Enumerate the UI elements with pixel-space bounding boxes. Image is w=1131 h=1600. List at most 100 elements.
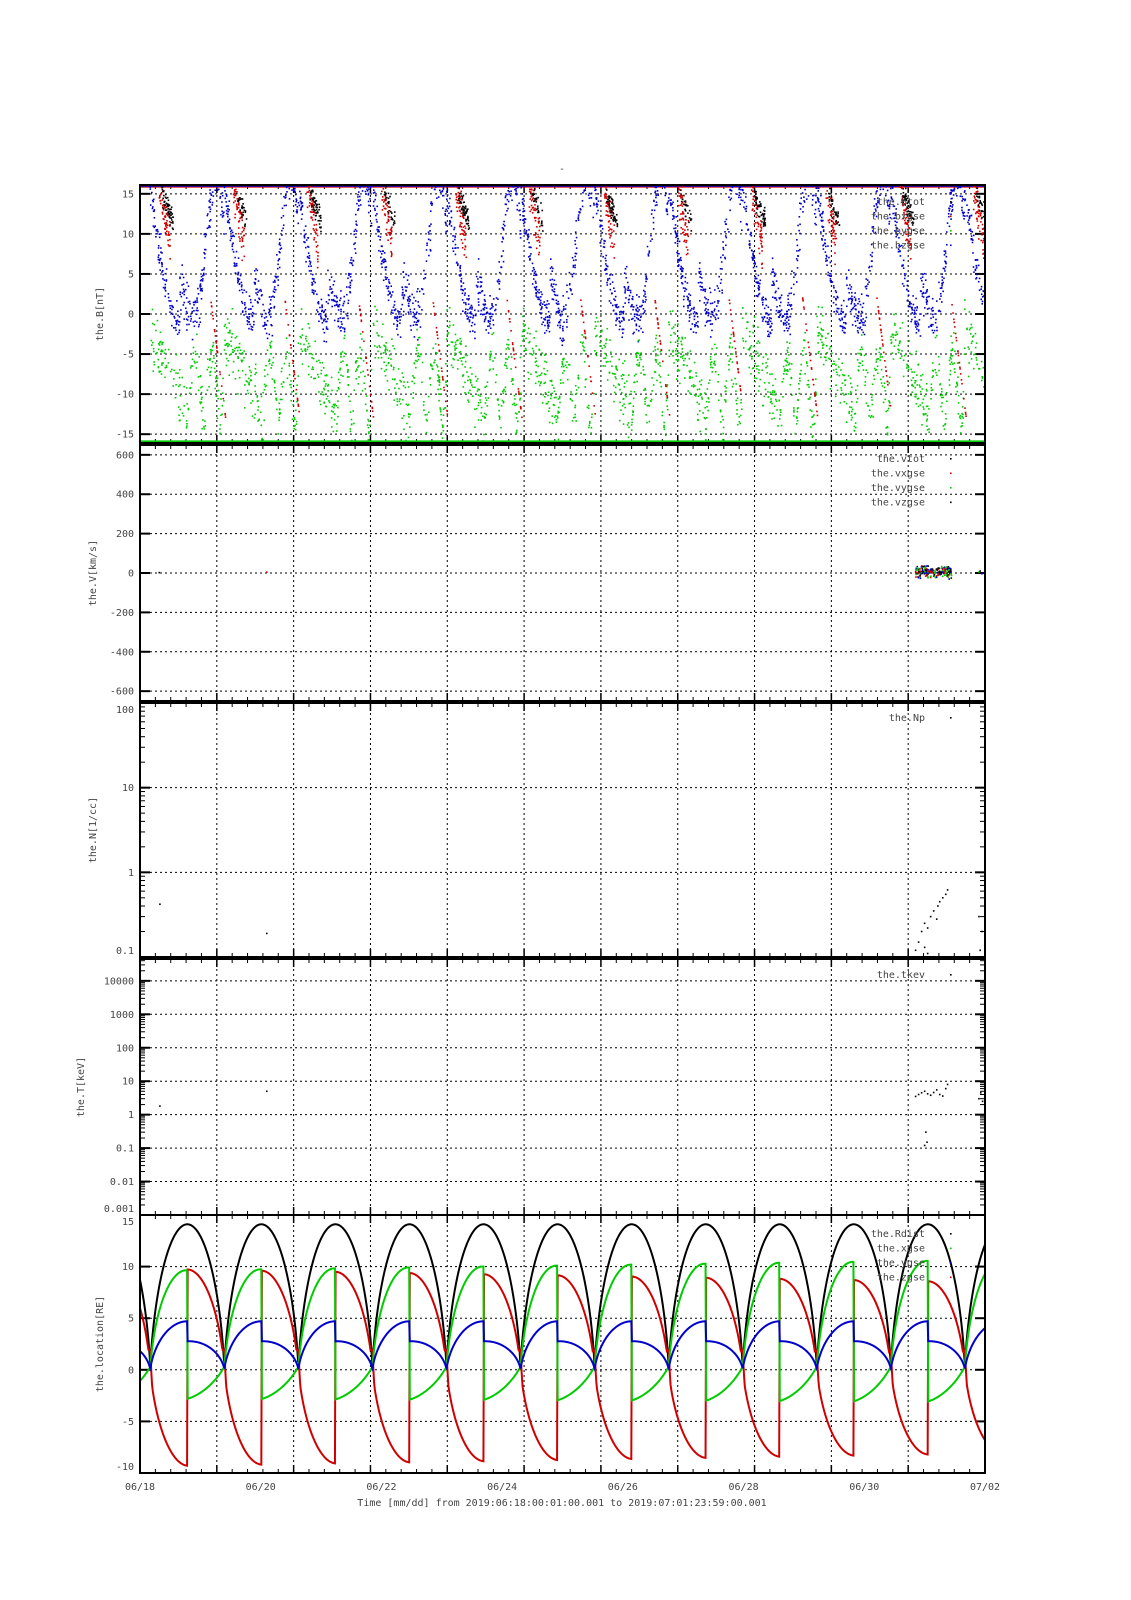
- bygse-point: [454, 352, 456, 355]
- bzgse-point: [654, 191, 656, 194]
- btot-point: [458, 197, 460, 200]
- bygse-point: [384, 374, 387, 377]
- bzgse-point: [343, 328, 346, 331]
- bzgse-point: [404, 286, 407, 288]
- bzgse-point: [469, 312, 472, 315]
- bzgse-point: [214, 189, 216, 192]
- bzgse-point: [413, 315, 416, 317]
- bygse-point: [569, 397, 572, 400]
- bzgse-point: [450, 210, 453, 212]
- btot-point: [536, 205, 539, 208]
- bygse-point: [281, 367, 283, 370]
- bygse-point: [519, 356, 522, 359]
- bxgse-point: [458, 225, 461, 228]
- bzgse-point: [183, 318, 185, 320]
- bzgse-point: [589, 205, 592, 207]
- btot-point: [460, 195, 463, 197]
- bzgse-point: [622, 332, 624, 334]
- bygse-point: [339, 381, 341, 384]
- bzgse-point: [629, 289, 632, 292]
- bzgse-point: [689, 310, 691, 313]
- bygse-point: [191, 382, 193, 384]
- btot-point: [309, 198, 312, 201]
- bxgse-point: [313, 238, 315, 241]
- bxgse-point: [309, 185, 311, 187]
- bygse-point: [497, 403, 500, 406]
- bzgse-point: [757, 281, 759, 283]
- bxgse-point: [383, 207, 386, 210]
- bygse-point: [431, 367, 434, 370]
- bygse-point: [278, 416, 281, 419]
- btot-point: [163, 194, 165, 197]
- btot-point: [309, 191, 312, 194]
- bygse-point: [231, 351, 234, 353]
- bygse-point: [224, 323, 227, 326]
- bzgse-point: [452, 235, 454, 237]
- bzgse-point: [552, 267, 554, 270]
- bygse-point: [491, 333, 493, 336]
- bzgse-point: [184, 307, 187, 310]
- bygse-point: [424, 414, 427, 416]
- bzgse-point: [274, 281, 276, 283]
- bygse-point: [722, 418, 725, 421]
- bzgse-point: [692, 308, 695, 310]
- btot-point: [462, 211, 464, 214]
- bzgse-point: [673, 227, 675, 230]
- bzgse-point: [395, 328, 398, 330]
- btot-point: [316, 203, 319, 206]
- bzgse-point: [581, 200, 584, 202]
- bzgse-point: [684, 280, 687, 283]
- bygse-point: [160, 350, 162, 353]
- bygse-point: [381, 336, 383, 338]
- bygse-point: [708, 382, 710, 384]
- bzgse-point: [694, 324, 696, 326]
- bzgse-point: [279, 244, 282, 247]
- bygse-point: [426, 413, 428, 416]
- bzgse-point: [387, 290, 390, 293]
- bygse-point: [454, 354, 456, 356]
- bxgse-point: [310, 202, 312, 205]
- bygse-point: [417, 352, 419, 355]
- bzgse-point: [319, 312, 321, 315]
- btot-point: [171, 220, 174, 223]
- plot-title: -: [559, 164, 565, 175]
- bygse-point: [461, 363, 464, 366]
- bygse-point: [728, 368, 730, 371]
- bzgse-point: [628, 294, 631, 297]
- bzgse-point: [161, 269, 164, 272]
- bygse-point: [373, 345, 376, 347]
- bzgse-point: [709, 323, 712, 326]
- bzgse-point: [519, 237, 522, 239]
- bygse-point: [606, 327, 609, 330]
- bxgse-point: [164, 207, 166, 209]
- bygse-point: [665, 393, 668, 395]
- btot-point: [161, 186, 164, 189]
- bzgse-point: [463, 301, 465, 304]
- bzgse-point: [615, 312, 617, 315]
- bygse-point: [501, 390, 504, 393]
- bygse-point: [196, 333, 198, 336]
- bygse-point: [445, 381, 447, 384]
- bzgse-point: [446, 189, 449, 191]
- bzgse-point: [154, 225, 157, 227]
- bygse-point: [417, 336, 420, 339]
- btot-point: [532, 194, 535, 196]
- btot-point: [313, 209, 316, 211]
- bygse-point: [536, 375, 539, 378]
- bzgse-point: [349, 273, 351, 275]
- bzgse-point: [394, 308, 397, 310]
- bygse-point: [594, 327, 596, 330]
- bzgse-point: [265, 323, 267, 326]
- bzgse-point: [164, 289, 167, 292]
- bzgse-point: [178, 331, 180, 334]
- bygse-point: [199, 401, 201, 403]
- bygse-point: [692, 384, 695, 386]
- bygse-point: [247, 377, 250, 380]
- bygse-point: [484, 402, 487, 404]
- bxgse-point: [657, 322, 659, 324]
- bzgse-point: [719, 267, 722, 270]
- bzgse-point: [544, 304, 547, 306]
- bygse-point: [489, 355, 492, 357]
- bzgse-point: [396, 319, 398, 322]
- bzgse-point: [288, 187, 291, 190]
